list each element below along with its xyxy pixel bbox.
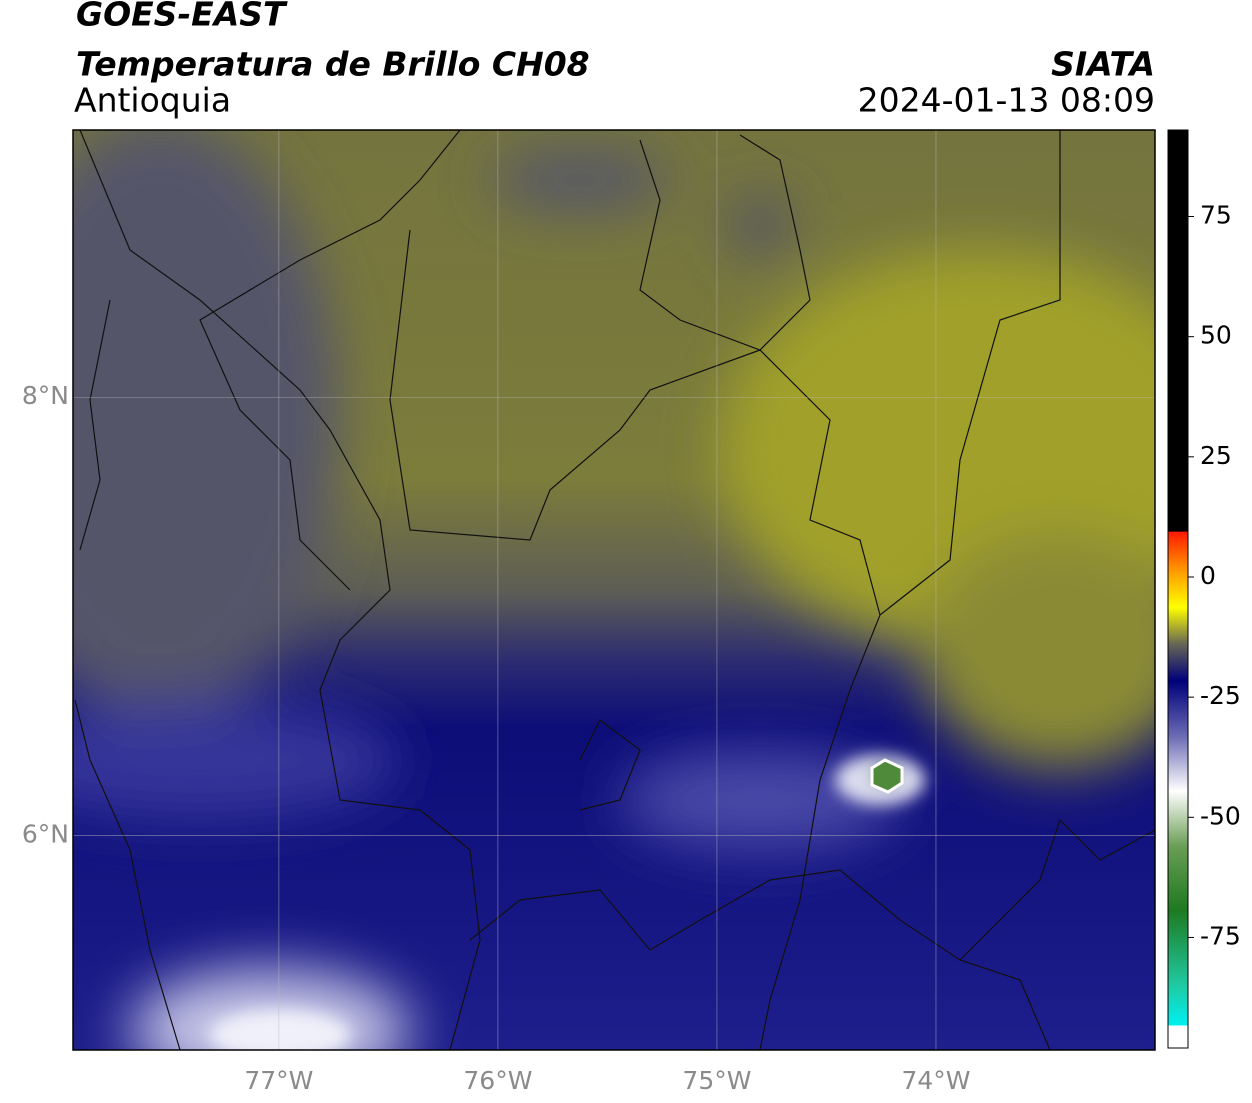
map-frame xyxy=(72,129,1156,1051)
colorbar-tick-label: 50 xyxy=(1200,321,1232,350)
colorbar-tick-label: 75 xyxy=(1200,201,1232,230)
colorbar-tick-label: 25 xyxy=(1200,441,1232,470)
title: GOES-EAST xyxy=(76,0,288,34)
colorbar-tick-label: -50 xyxy=(1200,801,1241,830)
colorbar-tick-label: -75 xyxy=(1200,921,1241,950)
lat-tick-label: 8°N xyxy=(22,381,69,410)
colorbar-tick-label: -25 xyxy=(1200,681,1241,710)
lon-tick-label: 76°W xyxy=(463,1066,532,1095)
lon-tick-label: 77°W xyxy=(244,1066,313,1095)
graticule xyxy=(73,130,1155,1050)
lon-tick-label: 75°W xyxy=(682,1066,751,1095)
colorbar-tick-label: 0 xyxy=(1200,561,1216,590)
lat-tick-label: 6°N xyxy=(22,819,69,848)
map-image xyxy=(73,130,1155,1050)
colorbar xyxy=(1167,129,1189,1049)
lon-tick-label: 74°W xyxy=(901,1066,970,1095)
timestamp: 2024-01-13 08:09 xyxy=(858,81,1155,120)
region: Antioquia xyxy=(74,81,231,120)
source: SIATA xyxy=(1051,45,1155,84)
subtitle: Temperatura de Brillo CH08 xyxy=(76,45,590,84)
